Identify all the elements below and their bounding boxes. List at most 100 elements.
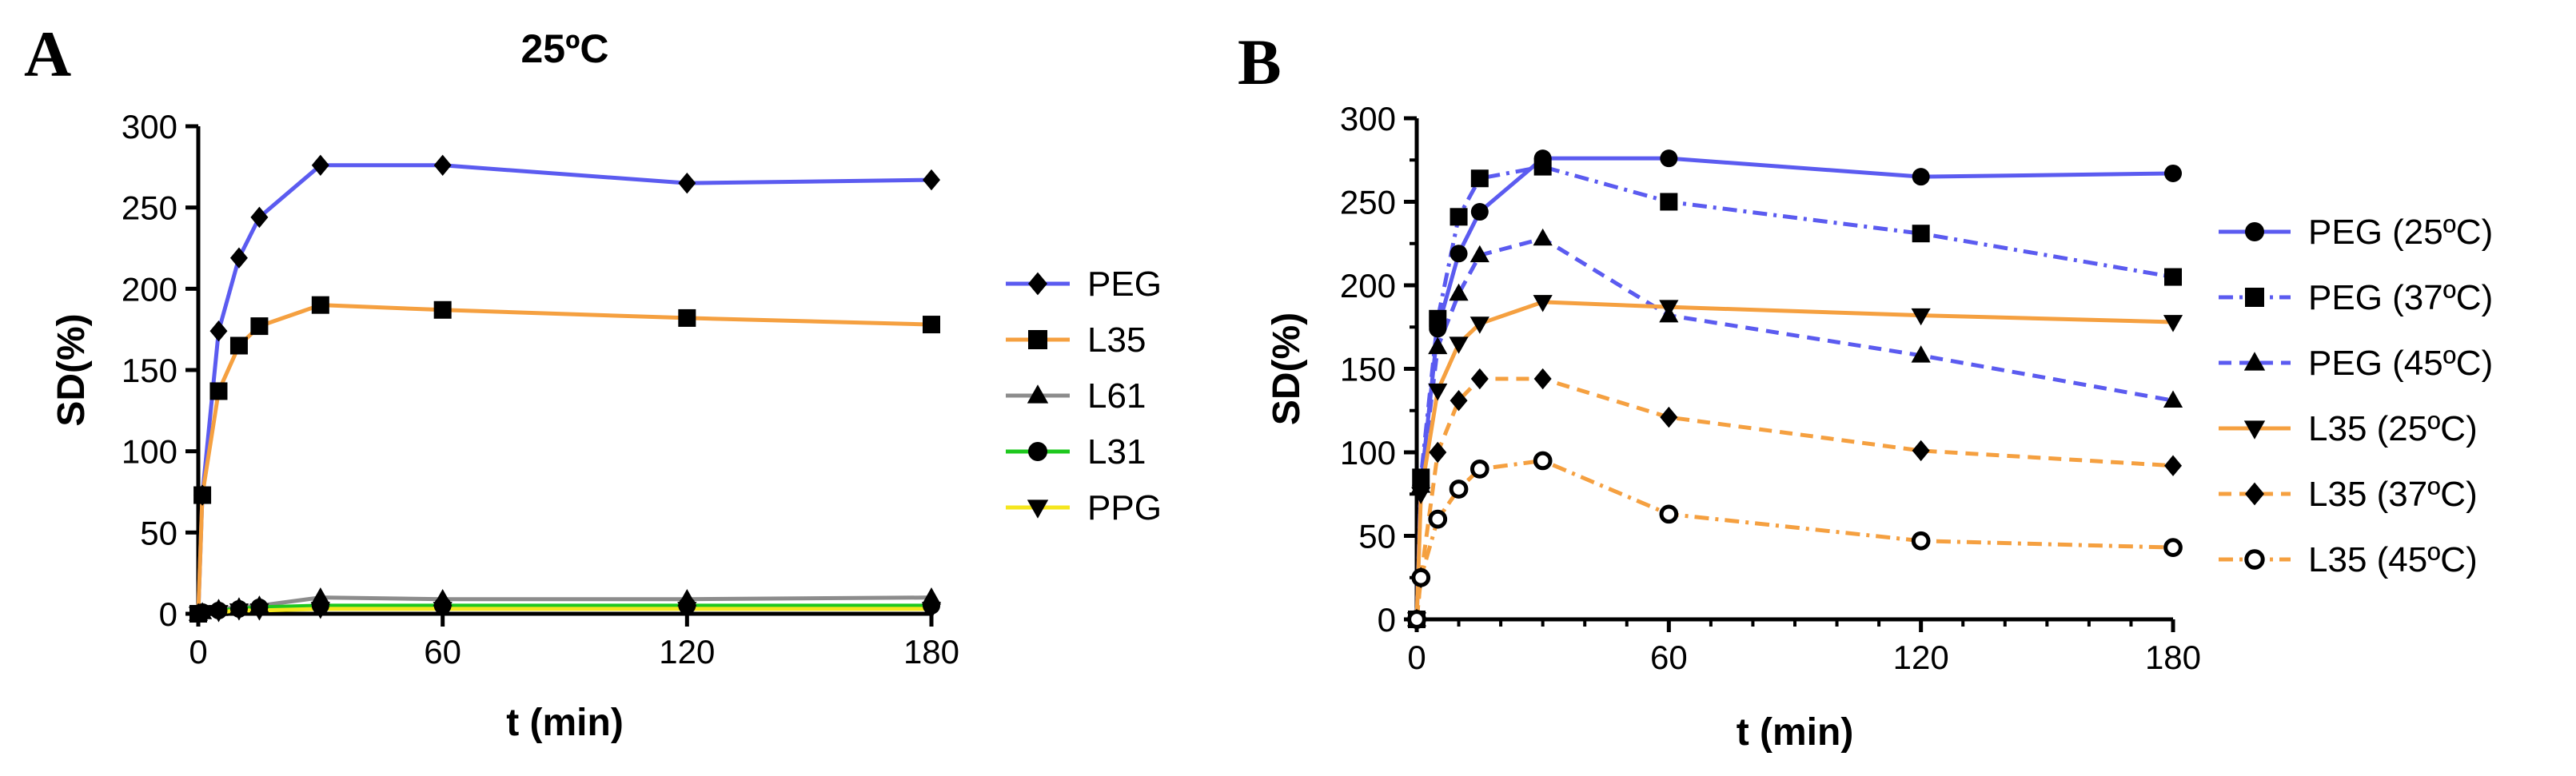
panel-b-data-point-peg-37-c <box>1470 169 1489 188</box>
panel-b-data-point-l35-45-c <box>1533 451 1553 471</box>
panel-b-series-line-l35-45-c <box>1414 458 2174 620</box>
panel-b-legend-marker-peg-25-c <box>2245 222 2264 241</box>
panel-a-x-axis-label: t (min) <box>506 702 624 744</box>
panel-a-legend-label-l61: L61 <box>1087 376 1146 416</box>
panel-a-data-point-l35 <box>229 336 248 355</box>
panel-b-data-point-peg-25-c <box>2164 164 2182 182</box>
panel-b-legend-marker-peg-37-c <box>2245 288 2264 307</box>
panel-b-y-tick-label: 50 <box>1358 518 1396 555</box>
panel-a-legend-marker-l35 <box>1028 330 1047 349</box>
panel-b-data-point-l35-25-c <box>2163 315 2183 332</box>
panel-b-data-point-l35-25-c <box>1533 295 1553 312</box>
panel-b-legend-marker-l35-37-c <box>2245 482 2264 506</box>
panel-a-data-point-peg <box>229 247 248 269</box>
panel-b-y-tick-label: 300 <box>1340 100 1396 137</box>
panel-b-data-point-peg-45-c <box>1428 336 1448 355</box>
panel-a-series-line-peg <box>196 163 932 615</box>
panel-a-x-tick-label: 0 <box>189 633 207 671</box>
panel-a-data-point-peg <box>311 154 329 176</box>
panel-a-legend-label-l31: L31 <box>1087 432 1146 472</box>
panel-b-data-point-peg-25-c <box>1449 245 1468 263</box>
panel-b-data-point-l35-45-c <box>2163 538 2183 557</box>
panel-b-data-point-l35-25-c <box>1449 336 1469 354</box>
panel-b-data-point-l35-25-c <box>1911 308 1931 326</box>
panel-b-series-line-peg-25-c <box>1414 156 2174 620</box>
panel-b: 0 50 100 150 200 250 300 0 60 120 180 t (min) SD(%) P… <box>1266 100 2493 754</box>
panel-letter-a: A <box>24 18 71 90</box>
panel-a-legend-label-peg: PEG <box>1087 265 1162 304</box>
panel-a-data-point-ppg <box>921 602 942 619</box>
panel-b-data-point-l35-37-c <box>1470 368 1489 390</box>
panel-a-data-point-peg <box>209 320 228 342</box>
panel-b-legend-label-l35-45-c: L35 (45ºC) <box>2308 540 2478 579</box>
panel-b-data-point-l35-25-c <box>1469 316 1489 334</box>
panel-b-data-point-l35-37-c <box>1912 440 1930 462</box>
panel-b-y-tick-label: 100 <box>1340 434 1396 472</box>
panel-b-data-point-peg-25-c <box>1660 149 1678 168</box>
panel-b-legend-label-l35-25-c: L35 (25ºC) <box>2308 409 2478 448</box>
panel-b-data-point-peg-45-c <box>1449 283 1469 301</box>
panel-b-legend-label-peg-37-c: PEG (37ºC) <box>2308 278 2493 317</box>
panel-a-data-point-peg <box>678 172 696 194</box>
panel-a-data-point-l35 <box>193 486 212 504</box>
panel-a-data-point-peg <box>923 169 940 191</box>
panel-a-y-tick-label: 0 <box>159 595 177 633</box>
panel-b-data-point-peg-25-c <box>1470 203 1489 221</box>
panel-b-y-tick-label: 150 <box>1340 351 1396 388</box>
panel-a-y-tick-label: 200 <box>122 270 177 308</box>
panel-a-x-tick-label: 60 <box>424 633 461 671</box>
panel-b-data-point-peg-45-c <box>1533 228 1553 246</box>
panel-b-x-axis-label: t (min) <box>1737 711 1854 754</box>
panel-b-data-point-l35-45-c <box>1469 460 1489 479</box>
panel-a-y-tick-label: 300 <box>122 108 177 145</box>
panel-b-legend-marker-l35-25-c <box>2243 420 2266 440</box>
panel-b-data-point-l35-45-c <box>1911 531 1931 551</box>
panel-b-data-point-peg-37-c <box>1449 208 1468 226</box>
panel-a-data-point-ppg <box>192 605 213 623</box>
panel-letter-b: B <box>1238 26 1282 98</box>
panel-b-data-point-l35-37-c <box>1429 441 1447 464</box>
panel-b-data-point-peg-37-c <box>2164 268 2182 286</box>
panel-a: 25ºC 0 50 100 150 200 250 300 0 60 120 180 t (min) SD… <box>50 26 1162 744</box>
panel-b-legend-marker-l35-45-c <box>2244 549 2265 570</box>
panel-a-data-point-l35 <box>923 316 940 334</box>
panel-a-legend-label-ppg: PPG <box>1087 488 1162 527</box>
panel-b-data-point-peg-37-c <box>1429 309 1447 328</box>
panel-a-data-point-peg <box>250 206 269 229</box>
panel-b-y-tick-label: 200 <box>1340 267 1396 304</box>
panel-b-legend-label-peg-25-c: PEG (25ºC) <box>2308 213 2493 252</box>
panel-b-legend-label-peg-45-c: PEG (45ºC) <box>2308 344 2493 383</box>
panel-a-data-point-l35 <box>678 308 696 327</box>
panel-b-data-point-peg-37-c <box>1912 225 1930 243</box>
panel-b-data-point-l35-45-c <box>1407 610 1426 629</box>
panel-a-legend-marker-l31 <box>1028 442 1047 461</box>
panel-b-data-point-l35-45-c <box>1428 509 1448 529</box>
panel-a-data-point-l35 <box>433 300 452 319</box>
panel-a-x-tick-label: 180 <box>903 633 959 671</box>
panel-a-data-point-ppg <box>677 602 697 619</box>
panel-b-data-point-peg-45-c <box>2163 390 2183 408</box>
panel-a-y-axis-label: SD(%) <box>50 313 93 426</box>
panel-b-data-point-l35-45-c <box>1411 567 1431 587</box>
panel-a-data-point-ppg <box>249 603 269 621</box>
panel-b-data-point-l35-37-c <box>1660 406 1678 428</box>
panel-b-legend-marker-peg-45-c <box>2243 352 2266 371</box>
panel-b-x-tick-label: 180 <box>2145 639 2201 676</box>
panel-b-series-line-l35-37-c <box>1414 376 2174 620</box>
panel-b-x-tick-label: 60 <box>1650 639 1688 676</box>
panel-a-legend-label-l35: L35 <box>1087 320 1146 360</box>
panel-a-data-point-ppg <box>433 602 453 619</box>
panel-a-x-tick-label: 120 <box>659 633 715 671</box>
panel-a-legend-marker-l61 <box>1027 384 1049 404</box>
panel-a-legend-marker-peg <box>1028 272 1047 296</box>
panel-a-y-tick-label: 100 <box>122 433 177 471</box>
panel-b-data-point-l35-37-c <box>1449 390 1468 412</box>
panel-a-series-line-l35 <box>196 303 932 615</box>
panel-b-y-tick-label: 0 <box>1378 601 1396 639</box>
panel-b-data-point-l35-25-c <box>1659 300 1679 317</box>
panel-a-data-point-l35 <box>250 317 269 336</box>
panel-b-y-tick-label: 250 <box>1340 184 1396 221</box>
panel-b-data-point-l35-25-c <box>1428 383 1448 401</box>
panel-a-title: 25ºC <box>521 26 609 71</box>
